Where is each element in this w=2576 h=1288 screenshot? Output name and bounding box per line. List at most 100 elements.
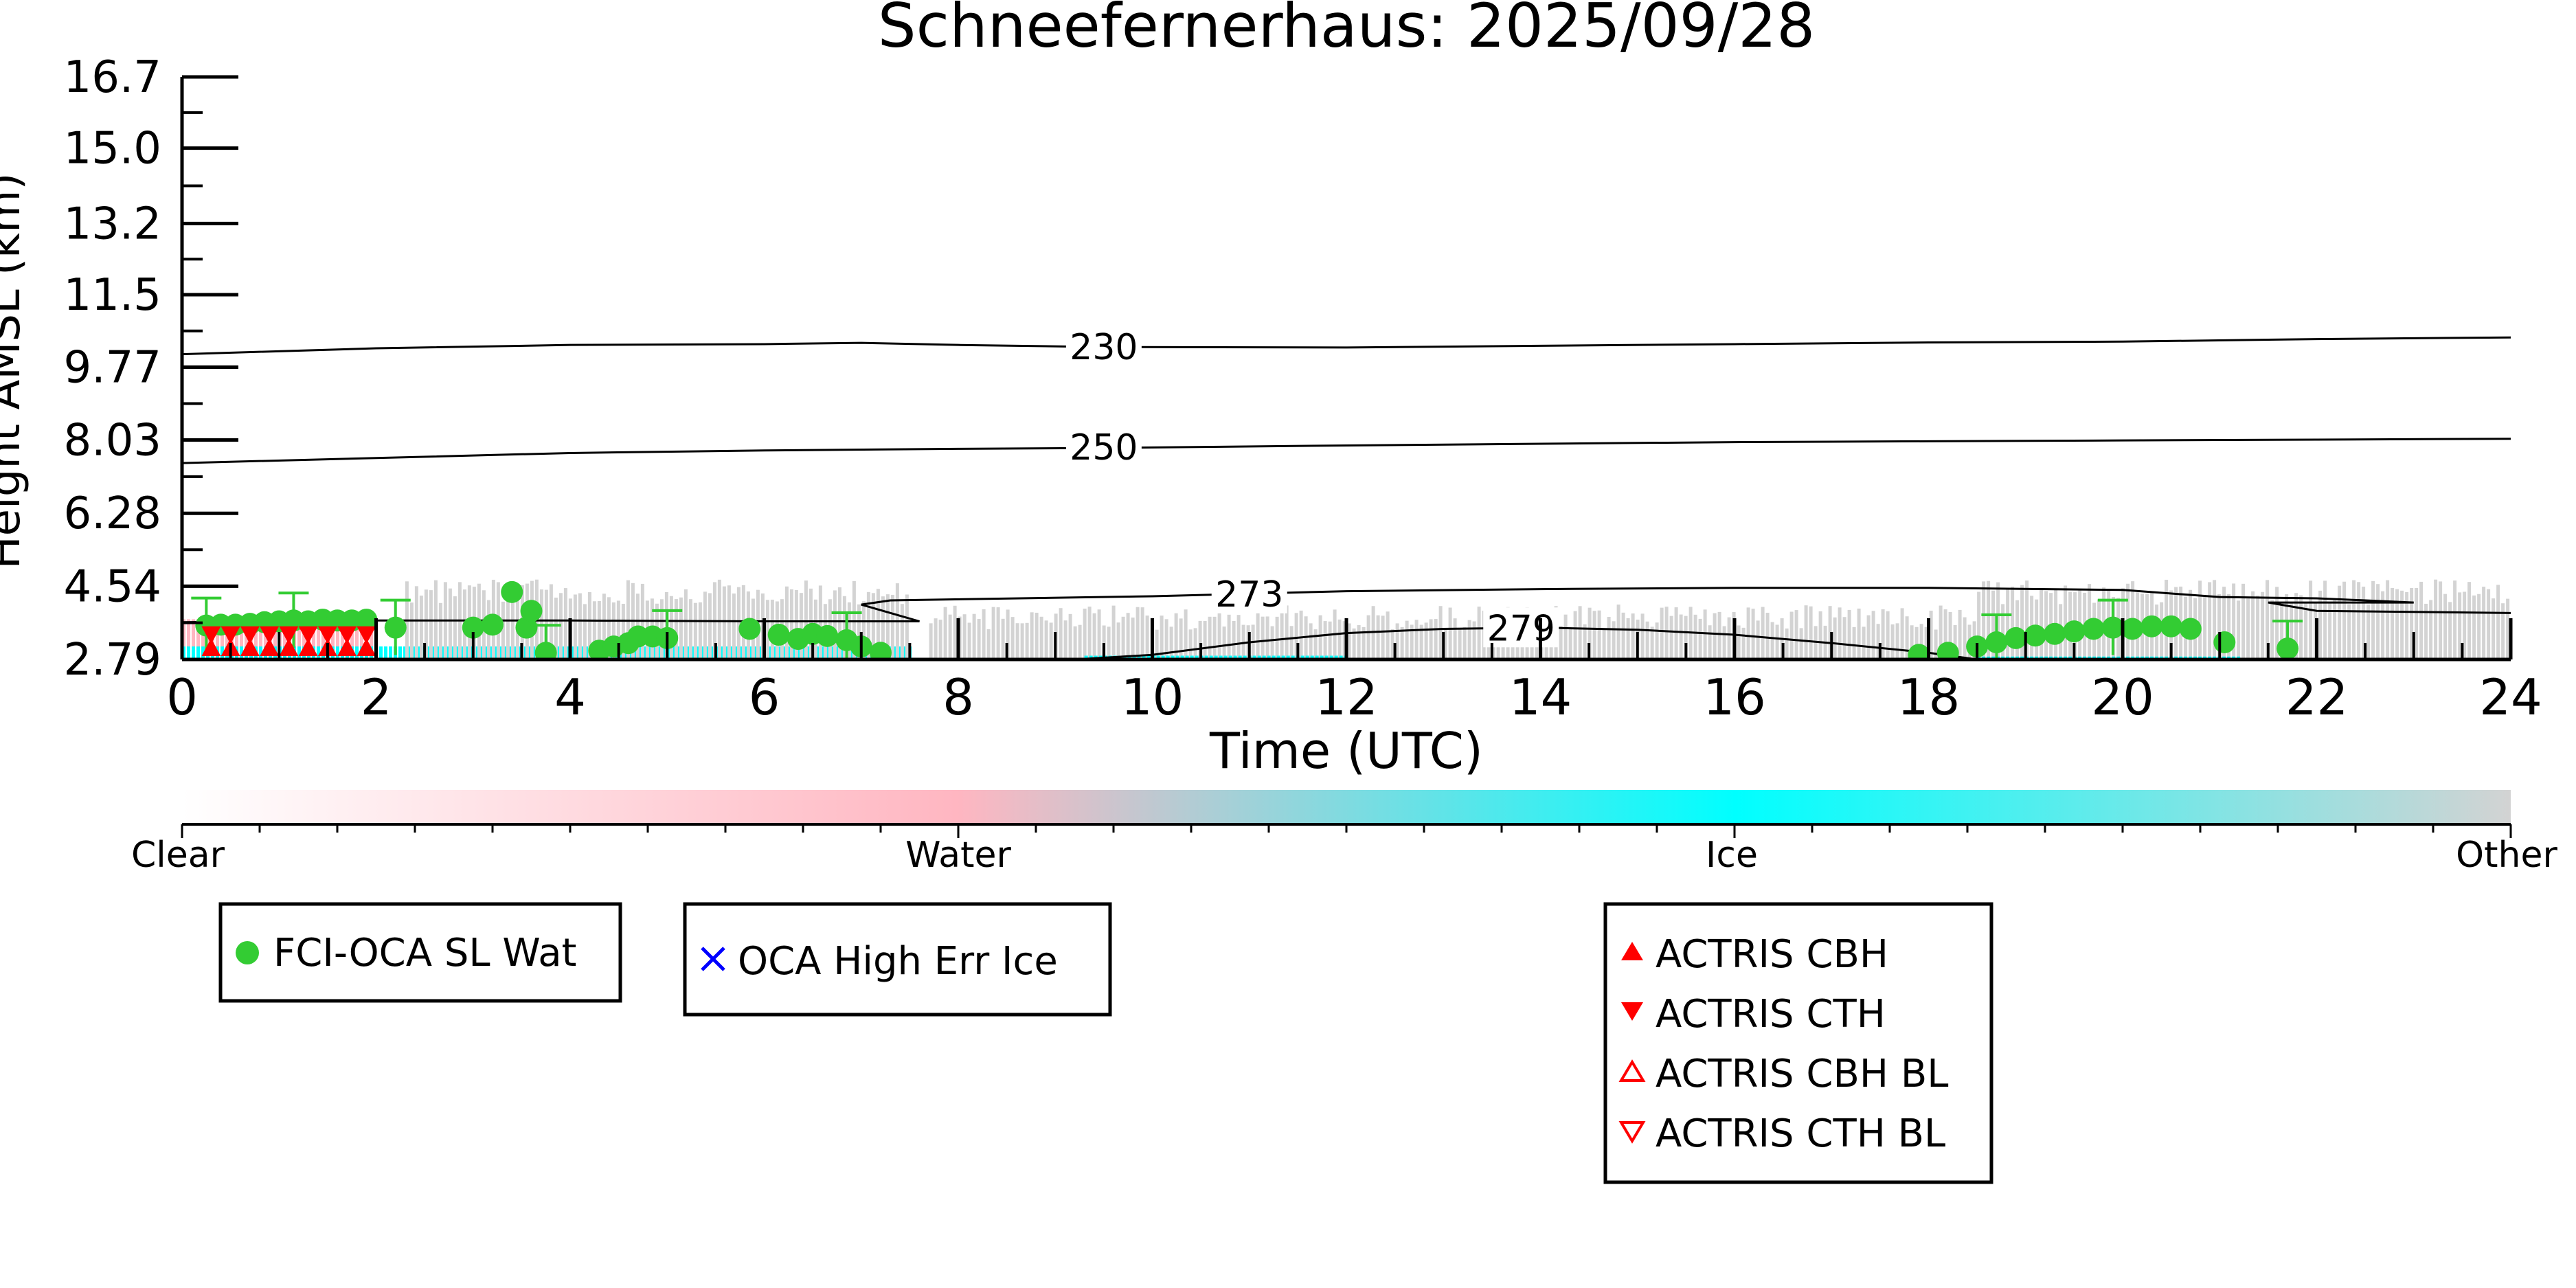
cloud-mask-column	[1592, 611, 1596, 659]
cloud-mask-column	[2261, 591, 2265, 659]
cloud-mask-column	[1429, 619, 1433, 659]
cloud-mask-column	[581, 646, 585, 659]
cloud-mask-column	[1289, 626, 1293, 659]
cloud-mask-column	[1136, 607, 1140, 659]
cloud-mask-column	[717, 579, 721, 659]
legend-actris-cbh-marker	[1621, 942, 1643, 960]
cloud-mask-column	[794, 590, 798, 659]
cloud-mask-column	[697, 646, 700, 659]
cloud-mask-column	[1679, 614, 1683, 659]
cloud-mask-column	[1741, 627, 1745, 659]
cloud-mask-column	[1102, 625, 1106, 659]
cloud-mask-column	[1583, 624, 1587, 659]
cloud-mask-column	[1131, 617, 1135, 659]
cloud-mask-column	[510, 595, 515, 659]
cloud-mask-column	[725, 646, 729, 659]
cloud-mask-column	[1127, 655, 1131, 659]
fci-oca-point	[870, 642, 892, 659]
cloud-mask-column	[432, 646, 436, 659]
cloud-mask-column	[490, 646, 493, 659]
legend-actris-cbh-bl-label: ACTRIS CBH BL	[1656, 1052, 1948, 1096]
cloud-mask-column	[2381, 591, 2385, 659]
actris-cbh-point	[279, 638, 299, 657]
legend-oca-marker	[701, 947, 725, 971]
cloud-mask-column	[437, 646, 440, 659]
cloud-mask-column	[1166, 655, 1170, 659]
fci-oca-point	[2082, 618, 2105, 640]
cloud-mask-column	[2299, 595, 2303, 659]
cloud-mask-column	[1214, 655, 1218, 659]
cloud-mask-column	[1063, 620, 1067, 659]
cloud-mask-column	[2463, 591, 2467, 659]
cloud-mask-column	[658, 646, 662, 659]
y-tick-label: 13.2	[64, 199, 162, 249]
cloud-mask-column	[1838, 607, 1842, 659]
cloud-mask-column	[413, 646, 416, 659]
cloud-mask-column	[871, 593, 875, 659]
cloud-mask-column	[2376, 584, 2380, 659]
cloud-mask-column	[616, 600, 620, 659]
cloud-mask-column	[716, 646, 719, 659]
cloud-mask-column	[1300, 655, 1304, 659]
cloud-mask-column	[1563, 614, 1568, 659]
cloud-mask-column	[360, 619, 363, 659]
cloud-mask-column	[736, 587, 741, 659]
cloud-mask-column	[1257, 655, 1261, 659]
legend-actris-cth-marker	[1621, 1002, 1643, 1021]
cloud-mask-column	[196, 646, 200, 659]
cloud-mask-column	[2001, 604, 2005, 659]
fci-oca-point	[1908, 644, 1930, 659]
cloud-mask-column	[1568, 627, 1572, 659]
cloud-mask-column	[414, 586, 418, 659]
cloud-mask-column	[1366, 615, 1370, 659]
cloud-mask-column	[1318, 615, 1322, 659]
cloud-mask-column	[480, 646, 484, 659]
cloud-mask-column	[1674, 607, 1678, 659]
cloud-mask-column	[216, 619, 219, 659]
cloud-mask-column	[1261, 616, 1265, 659]
cloud-mask-column	[1708, 625, 1712, 659]
cloud-mask-column	[273, 619, 277, 659]
cloud-mask-column	[1443, 629, 1447, 659]
cloud-mask-column	[1164, 619, 1168, 659]
cloud-mask-column	[2357, 582, 2361, 659]
cloud-mask-column	[1270, 626, 1274, 659]
cloud-mask-column	[384, 646, 387, 659]
cloud-mask-column	[1963, 617, 1967, 659]
cloud-mask-column	[1116, 622, 1120, 659]
cloud-mask-column	[1267, 655, 1271, 659]
cloud-mask-column	[1405, 620, 1409, 659]
cloud-mask-column	[563, 588, 567, 659]
actris-cth-point	[221, 626, 240, 644]
cloud-mask-column	[1299, 610, 1303, 659]
cloud-mask-column	[1876, 624, 1880, 659]
cloud-mask-column	[196, 619, 200, 659]
cloud-mask-column	[1188, 629, 1193, 659]
cloud-mask-column	[379, 646, 383, 659]
cloud-mask-column	[495, 646, 498, 659]
cloud-mask-column	[312, 619, 315, 659]
cloud-mask-column	[1919, 624, 1923, 659]
cloud-mask-column	[2222, 587, 2226, 659]
cloud-mask-column	[1722, 626, 1726, 659]
cloud-mask-column	[1895, 623, 1899, 659]
cloud-mask-column	[1693, 614, 1697, 659]
x-tick-label: 4	[554, 668, 586, 726]
cloud-mask-column	[2203, 596, 2207, 659]
cloud-mask-column	[1818, 611, 1822, 659]
cloud-mask-column	[1751, 609, 1755, 659]
cloud-mask-column	[639, 646, 642, 659]
cloud-mask-column	[653, 646, 657, 659]
cloud-mask-column	[2410, 587, 2414, 659]
fci-oca-point	[2004, 626, 2027, 649]
cloud-mask-column	[1390, 629, 1394, 659]
contour-label-bg-279	[1483, 607, 1559, 648]
cloud-mask-column	[876, 589, 880, 659]
contour-label-273: 273	[1215, 574, 1283, 615]
y-axis-label: Height AMSL (km)	[0, 173, 30, 569]
cloud-mask-column	[221, 646, 224, 659]
cloud-mask-column	[789, 589, 793, 659]
cloud-mask-column	[1804, 605, 1808, 659]
legend-oca-box	[683, 902, 1112, 1017]
colorbar-label-other: Other	[2456, 835, 2557, 876]
